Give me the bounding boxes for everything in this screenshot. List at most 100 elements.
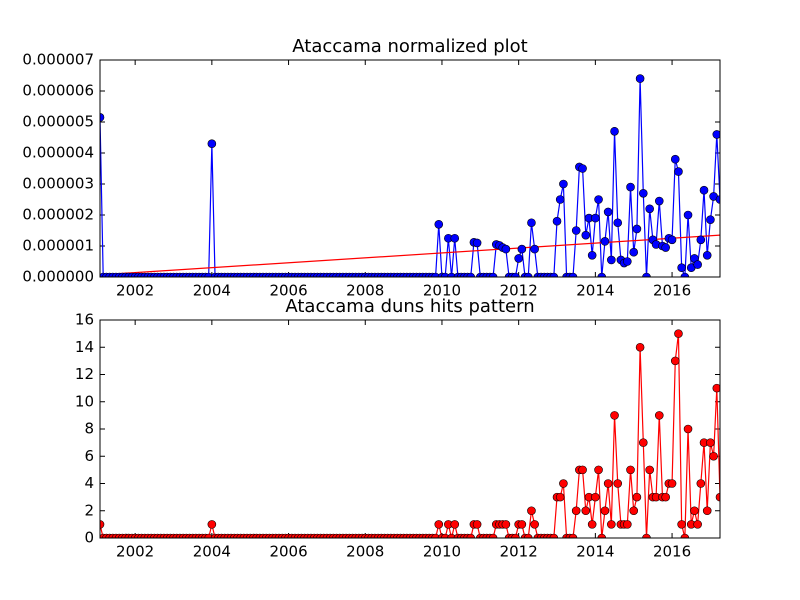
data-point <box>632 492 642 502</box>
data-point <box>623 257 632 266</box>
data-point <box>527 218 536 228</box>
data-point <box>501 244 511 254</box>
data-point <box>642 533 651 538</box>
y-tick-label: 0.000006 <box>22 82 94 100</box>
data-point <box>699 185 709 195</box>
data-point <box>690 506 699 516</box>
y-tick-label: 0.000002 <box>22 206 94 224</box>
data-point <box>571 506 581 516</box>
y-tick-label: 0 <box>84 529 94 547</box>
x-tick-label: 2010 <box>423 543 461 561</box>
data-point <box>581 230 591 240</box>
data-point <box>702 251 712 260</box>
data-point <box>629 506 639 516</box>
data-point <box>706 438 715 447</box>
data-point <box>607 255 616 265</box>
data-point <box>709 451 718 461</box>
y-tick-label: 0.000000 <box>22 268 94 286</box>
data-point <box>600 506 610 516</box>
x-tick-label: 2014 <box>576 543 614 561</box>
x-tick-label: 2002 <box>116 543 154 561</box>
x-tick-label: 2006 <box>269 282 307 300</box>
data-point <box>559 179 568 189</box>
trend-line <box>100 234 720 276</box>
x-tick-label: 2014 <box>576 282 614 300</box>
x-tick-label: 2006 <box>269 543 307 561</box>
data-point <box>715 492 720 502</box>
data-point <box>431 272 440 277</box>
chart-title: Ataccama normalized plot <box>292 36 527 57</box>
data-point <box>549 533 559 538</box>
data-point <box>623 520 632 529</box>
y-tick-label: 2 <box>84 501 94 519</box>
axes-frame <box>99 59 721 278</box>
data-point <box>693 520 702 529</box>
series-line <box>100 78 720 277</box>
data-point <box>702 506 712 516</box>
axes-frame <box>99 319 721 539</box>
data-point <box>654 196 664 206</box>
data-point <box>597 533 607 538</box>
x-tick-label: 2010 <box>423 282 461 300</box>
data-point <box>501 520 511 529</box>
data-point <box>696 235 706 245</box>
data-point <box>488 533 498 538</box>
y-tick-label: 0.000003 <box>22 175 94 193</box>
data-point <box>677 520 686 529</box>
data-point <box>517 520 527 529</box>
data-point <box>683 210 693 220</box>
data-point <box>100 113 105 122</box>
data-point <box>591 213 600 223</box>
data-point <box>603 479 613 488</box>
x-tick-label: 2002 <box>116 282 154 300</box>
data-point <box>517 244 527 254</box>
y-tick-label: 16 <box>75 311 94 329</box>
y-tick-label: 0.000005 <box>22 113 94 131</box>
data-point <box>629 247 639 257</box>
data-point <box>610 127 619 136</box>
data-point <box>654 411 664 420</box>
data-point <box>635 74 645 83</box>
data-point <box>626 465 635 475</box>
data-point <box>677 263 686 273</box>
data-point <box>667 235 677 245</box>
data-point <box>610 411 619 420</box>
y-tick-label: 8 <box>84 420 94 438</box>
data-point <box>613 479 623 488</box>
data-point <box>472 238 482 248</box>
data-point <box>607 520 616 529</box>
plot-area <box>100 329 720 538</box>
data-point <box>434 220 444 229</box>
data-point <box>680 272 690 277</box>
data-point <box>431 533 440 538</box>
y-tick-label: 14 <box>75 338 94 356</box>
chart-title: Ataccama duns hits pattern <box>285 296 534 317</box>
plot-area <box>100 74 720 277</box>
x-tick-label: 2012 <box>500 543 538 561</box>
data-point <box>440 272 450 277</box>
data-point <box>581 506 591 516</box>
data-point <box>578 164 587 173</box>
x-tick-label: 2012 <box>500 282 538 300</box>
subplot: Ataccama duns hits pattern 0 2 4 6 8 10 12 14 16 2… <box>75 296 721 561</box>
data-point <box>204 533 213 538</box>
data-point <box>568 272 578 277</box>
y-tick-label: 12 <box>75 365 94 383</box>
data-point <box>670 154 680 164</box>
data-point <box>578 465 587 475</box>
data-point <box>635 342 645 352</box>
data-point <box>670 356 680 366</box>
data-point <box>511 272 520 277</box>
data-point <box>100 520 105 529</box>
data-point <box>472 520 482 529</box>
y-tick-label: 0.000007 <box>22 51 94 69</box>
data-point <box>715 195 720 204</box>
data-point <box>661 243 670 252</box>
y-tick-label: 6 <box>84 447 94 465</box>
x-tick-label: 2004 <box>193 543 231 561</box>
data-point <box>594 465 603 475</box>
data-point <box>667 479 677 488</box>
data-point <box>514 254 523 263</box>
x-tick-label: 2008 <box>346 543 384 561</box>
